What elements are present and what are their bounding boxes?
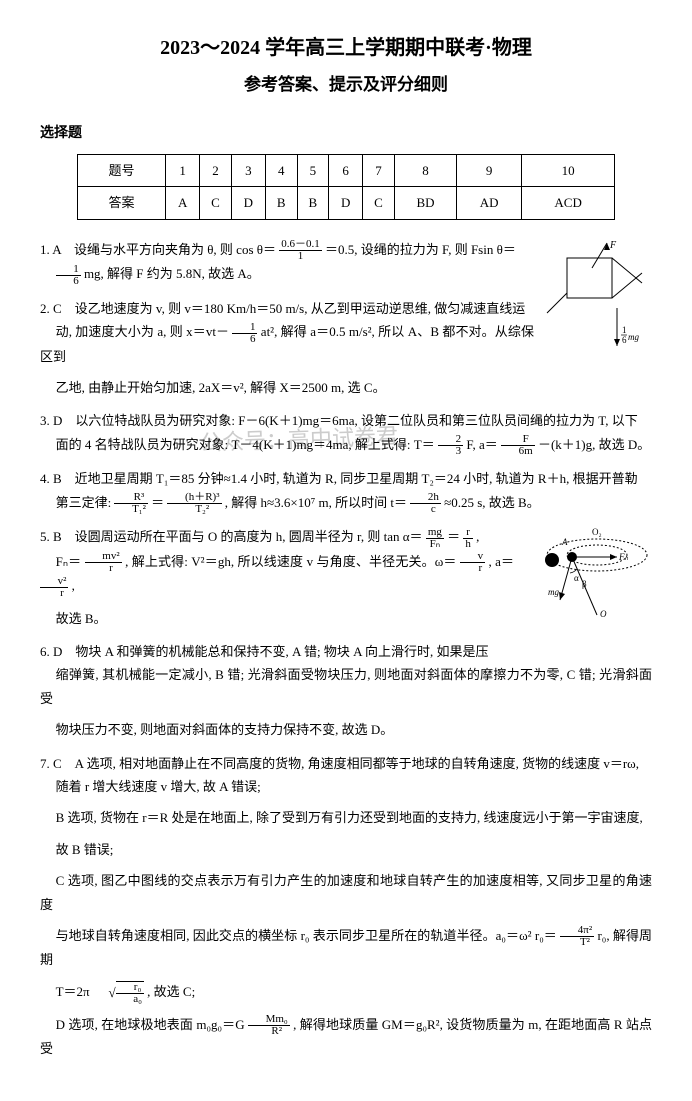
cell: 8 xyxy=(394,154,456,186)
question-5: O₂ A Fₙ mg O α β 5. B 设圆周运动所在平面与 O 的高度为 … xyxy=(40,525,652,630)
cell: C xyxy=(363,187,395,219)
table-row: 题号 1 2 3 4 5 6 7 8 9 10 xyxy=(77,154,615,186)
cell: 2 xyxy=(200,154,232,186)
cell: 5 xyxy=(297,154,329,186)
text: 2. C 设乙地速度为 v, 则 v＝180 Km/h＝50 m/s, 从乙到甲… xyxy=(40,297,652,320)
q5-figure: O₂ A Fₙ mg O α β xyxy=(522,525,652,635)
cell: AD xyxy=(457,187,522,219)
text: 乙地, 由静止开始匀加速, 2aX＝v², 解得 X＝2500 m, 选 C。 xyxy=(40,376,652,399)
text: 1. A 设绳与水平方向夹角为 θ, 则 cos θ＝ xyxy=(40,242,276,257)
fraction: F6m xyxy=(501,434,535,457)
page-title: 2023～2024 学年高三上学期期中联考·物理 xyxy=(40,30,652,66)
cell: 4 xyxy=(265,154,297,186)
svg-text:A: A xyxy=(561,537,568,547)
svg-text:mg: mg xyxy=(548,587,559,597)
svg-text:F: F xyxy=(609,240,617,251)
question-6: 6. D 物块 A 和弹簧的机械能总和保持不变, A 错; 物块 A 向上滑行时… xyxy=(40,640,652,742)
text: ＝0.5, 设绳的拉力为 F, 则 Fsin θ＝ xyxy=(325,242,516,257)
text: 物块压力不变, 则地面对斜面体的支持力保持不变, 故选 D。 xyxy=(40,718,652,741)
text: mg, 解得 F 约为 5.8N, 故选 A。 xyxy=(84,266,260,281)
cell: D xyxy=(231,187,265,219)
text: B 选项, 货物在 r＝R 处是在地面上, 除了受到万有引力还受到地面的支持力,… xyxy=(40,806,652,829)
fraction: v²r xyxy=(40,576,68,599)
text: 与地球自转角速度相同, 因此交点的横坐标 r₀ 表示同步卫星所在的轨道半径。a₀… xyxy=(40,924,652,972)
cell: 1 xyxy=(166,154,200,186)
text: C 选项, 图乙中图线的交点表示万有引力产生的加速度和地球自转产生的加速度相等,… xyxy=(40,869,652,916)
text: 故 B 错误; xyxy=(40,838,652,861)
text: 7. C A 选项, 相对地面静止在不同高度的货物, 角速度相同都等于地球的自转… xyxy=(40,752,652,775)
cell: 7 xyxy=(363,154,395,186)
cell: D xyxy=(329,187,363,219)
fraction: (h＋R)³T₂² xyxy=(167,492,221,515)
svg-text:O: O xyxy=(600,609,607,619)
svg-text:β: β xyxy=(582,579,587,589)
text: 随着 r 增大线速度 v 增大, 故 A 错误; xyxy=(40,775,652,798)
cell: 3 xyxy=(231,154,265,186)
question-3: 3. D 以六位特战队员为研究对象: F－6(K＋1)mg＝6ma, 设第二位队… xyxy=(40,409,652,457)
fraction: Mm₀R² xyxy=(248,1014,290,1037)
fraction: 23 xyxy=(438,434,463,457)
page-subtitle: 参考答案、提示及评分细则 xyxy=(40,70,652,101)
fraction: mv²r xyxy=(85,551,122,574)
text: 动, 加速度大小为 a, 则 x＝vt－ 16 at², 解得 a＝0.5 m/… xyxy=(40,320,652,368)
fraction: mgFₙ xyxy=(426,527,444,550)
mcq-section-label: 选择题 xyxy=(40,121,652,146)
svg-text:α: α xyxy=(574,573,579,583)
text: 4. B 近地卫星周期 T₁＝85 分钟≈1.4 小时, 轨道为 R, 同步卫星… xyxy=(40,467,652,490)
fraction: 4π²T² xyxy=(560,925,594,948)
text: ＝ xyxy=(447,529,460,544)
fraction: 16 xyxy=(232,322,257,345)
text: 3. D 以六位特战队员为研究对象: F－6(K＋1)mg＝6ma, 设第二位队… xyxy=(40,409,652,432)
fraction: 16 xyxy=(56,264,81,287)
cell: A xyxy=(166,187,200,219)
cell: 9 xyxy=(457,154,522,186)
text: 6. D 物块 A 和弹簧的机械能总和保持不变, A 错; 物块 A 向上滑行时… xyxy=(40,640,652,663)
fraction: vr xyxy=(460,551,485,574)
cell: 10 xyxy=(522,154,615,186)
text: 缩弹簧, 其机械能一定减小, B 错; 光滑斜面受物块压力, 则地面对斜面体的摩… xyxy=(40,663,652,710)
sqrt-fraction: r₀a₀ xyxy=(116,981,144,1005)
text: 5. B 设圆周运动所在平面与 O 的高度为 h, 圆周半径为 r, 则 tan… xyxy=(40,529,423,544)
question-2: 2. C 设乙地速度为 v, 则 v＝180 Km/h＝50 m/s, 从乙到甲… xyxy=(40,297,652,400)
row-label: 题号 xyxy=(77,154,165,186)
cell: B xyxy=(297,187,329,219)
cell: BD xyxy=(394,187,456,219)
question-4: 4. B 近地卫星周期 T₁＝85 分钟≈1.4 小时, 轨道为 R, 同步卫星… xyxy=(40,467,652,515)
text: , xyxy=(476,529,479,544)
cell: B xyxy=(265,187,297,219)
row-label: 答案 xyxy=(77,187,165,219)
question-1: F 1 6 mg 1. A 设绳与水平方向夹角为 θ, 则 cos θ＝ 0.6… xyxy=(40,238,652,287)
text: 第三定律: R³T₁² ＝ (h＋R)³T₂² , 解得 h≈3.6×10⁷ m… xyxy=(40,491,652,516)
cell: 6 xyxy=(329,154,363,186)
fraction: R³T₁² xyxy=(114,492,147,515)
text: 面的 4 名特战队员为研究对象: T－4(K＋1)mg＝4ma, 解上式得: T… xyxy=(40,433,652,458)
table-row: 答案 A C D B B D C BD AD ACD xyxy=(77,187,615,219)
text: T＝2π √r₀a₀ , 故选 C; xyxy=(40,980,652,1005)
fraction: rh xyxy=(463,527,473,550)
svg-text:Fₙ: Fₙ xyxy=(618,552,628,562)
text: D 选项, 在地球极地表面 m₀g₀＝G Mm₀R² , 解得地球质量 GM＝g… xyxy=(40,1013,652,1061)
fraction: 2hc xyxy=(410,492,441,515)
answer-table: 题号 1 2 3 4 5 6 7 8 9 10 答案 A C D B B D C… xyxy=(77,154,616,220)
question-7: 7. C A 选项, 相对地面静止在不同高度的货物, 角速度相同都等于地球的自转… xyxy=(40,752,652,1061)
fraction: 0.6－0.11 xyxy=(279,239,322,262)
cell: C xyxy=(200,187,232,219)
cell: ACD xyxy=(522,187,615,219)
svg-text:O₂: O₂ xyxy=(592,527,602,537)
